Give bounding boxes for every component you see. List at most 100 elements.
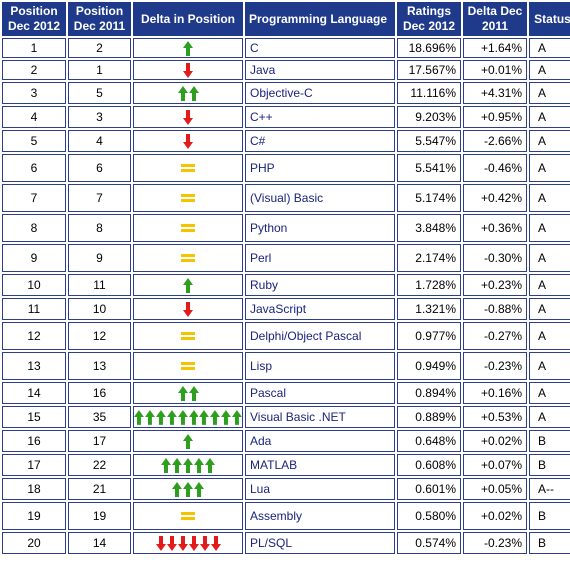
- delta-position-cell: [133, 274, 243, 296]
- rating-value: 18.696%: [397, 38, 461, 58]
- status-value: B: [529, 430, 570, 452]
- delta-value: -0.46%: [463, 154, 527, 182]
- position-2011: 8: [68, 214, 131, 242]
- table-row: 18 21 Lua 0.601% +0.05% A--: [2, 478, 570, 500]
- table-row: 8 8 Python 3.848% +0.36% A: [2, 214, 570, 242]
- status-value: A: [529, 60, 570, 80]
- status-value: A: [529, 406, 570, 428]
- table-row: 17 22 MATLAB 0.608% +0.07% B: [2, 454, 570, 476]
- position-2012: 17: [2, 454, 66, 476]
- header-ratings: Ratings Dec 2012: [397, 2, 461, 36]
- delta-value: +0.53%: [463, 406, 527, 428]
- rating-value: 0.601%: [397, 478, 461, 500]
- delta-value: -2.66%: [463, 130, 527, 152]
- language-name: (Visual) Basic: [245, 184, 395, 212]
- status-value: A: [529, 382, 570, 404]
- position-2011: 19: [68, 502, 131, 530]
- arrow-down-icon: [183, 133, 193, 149]
- position-2012: 16: [2, 430, 66, 452]
- status-value: A--: [529, 478, 570, 500]
- delta-position-cell: [133, 478, 243, 500]
- status-value: A: [529, 214, 570, 242]
- language-name: PHP: [245, 154, 395, 182]
- table-row: 20 14 PL/SQL 0.574% -0.23% B: [2, 532, 570, 554]
- arrow-down-icon: [210, 535, 221, 551]
- status-value: A: [529, 184, 570, 212]
- arrow-up-icon: [172, 481, 182, 497]
- rating-value: 0.648%: [397, 430, 461, 452]
- rating-value: 0.574%: [397, 532, 461, 554]
- position-2011: 12: [68, 322, 131, 350]
- delta-value: +0.02%: [463, 430, 527, 452]
- table-row: 13 13 Lisp 0.949% -0.23% A: [2, 352, 570, 380]
- delta-position-cell: [133, 214, 243, 242]
- delta-position-cell: [133, 322, 243, 350]
- equal-icon: [181, 332, 195, 340]
- delta-value: +0.42%: [463, 184, 527, 212]
- position-2012: 8: [2, 214, 66, 242]
- arrow-up-icon: [155, 409, 166, 425]
- delta-value: -0.88%: [463, 298, 527, 320]
- status-value: A: [529, 274, 570, 296]
- status-value: A: [529, 130, 570, 152]
- position-2012: 2: [2, 60, 66, 80]
- language-name: Delphi/Object Pascal: [245, 322, 395, 350]
- position-2012: 15: [2, 406, 66, 428]
- position-2011: 21: [68, 478, 131, 500]
- delta-position-cell: [133, 502, 243, 530]
- position-2012: 19: [2, 502, 66, 530]
- arrow-up-icon: [183, 40, 193, 56]
- delta-position-cell: [133, 60, 243, 80]
- arrow-up-icon: [188, 409, 199, 425]
- arrow-up-icon: [144, 409, 155, 425]
- rating-value: 0.608%: [397, 454, 461, 476]
- delta-value: -0.23%: [463, 352, 527, 380]
- rating-value: 0.889%: [397, 406, 461, 428]
- position-2012: 1: [2, 38, 66, 58]
- equal-icon: [181, 164, 195, 172]
- table-row: 4 3 C++ 9.203% +0.95% A: [2, 106, 570, 128]
- arrow-up-icon: [232, 409, 243, 425]
- rating-value: 0.949%: [397, 352, 461, 380]
- rating-value: 0.894%: [397, 382, 461, 404]
- delta-position-cell: [133, 382, 243, 404]
- table-row: 7 7 (Visual) Basic 5.174% +0.42% A: [2, 184, 570, 212]
- equal-icon: [181, 512, 195, 520]
- rating-value: 0.580%: [397, 502, 461, 530]
- position-2012: 10: [2, 274, 66, 296]
- language-name: Lisp: [245, 352, 395, 380]
- delta-position-cell: [133, 406, 243, 428]
- rating-value: 9.203%: [397, 106, 461, 128]
- position-2011: 22: [68, 454, 131, 476]
- status-value: A: [529, 38, 570, 58]
- arrow-down-icon: [183, 109, 193, 125]
- table-row: 15 35 Visual Basic .NET 0.889% +0.53% A: [2, 406, 570, 428]
- language-name: Lua: [245, 478, 395, 500]
- arrow-up-icon: [194, 457, 204, 473]
- arrow-up-icon: [172, 457, 182, 473]
- arrow-up-icon: [177, 385, 188, 401]
- status-value: B: [529, 454, 570, 476]
- delta-value: -0.23%: [463, 532, 527, 554]
- header-position-2011: Position Dec 2011: [68, 2, 131, 36]
- delta-position-cell: [133, 298, 243, 320]
- position-2011: 1: [68, 60, 131, 80]
- language-name: Objective-C: [245, 82, 395, 104]
- position-2012: 6: [2, 154, 66, 182]
- language-name: C#: [245, 130, 395, 152]
- delta-position-cell: [133, 38, 243, 58]
- language-name: Visual Basic .NET: [245, 406, 395, 428]
- delta-position-cell: [133, 430, 243, 452]
- language-name: C: [245, 38, 395, 58]
- position-2011: 13: [68, 352, 131, 380]
- delta-position-cell: [133, 82, 243, 104]
- table-row: 11 10 JavaScript 1.321% -0.88% A: [2, 298, 570, 320]
- delta-value: -0.30%: [463, 244, 527, 272]
- position-2011: 16: [68, 382, 131, 404]
- delta-position-cell: [133, 532, 243, 554]
- arrow-up-icon: [133, 409, 144, 425]
- status-value: A: [529, 82, 570, 104]
- arrow-down-icon: [183, 62, 193, 78]
- position-2011: 10: [68, 298, 131, 320]
- position-2012: 5: [2, 130, 66, 152]
